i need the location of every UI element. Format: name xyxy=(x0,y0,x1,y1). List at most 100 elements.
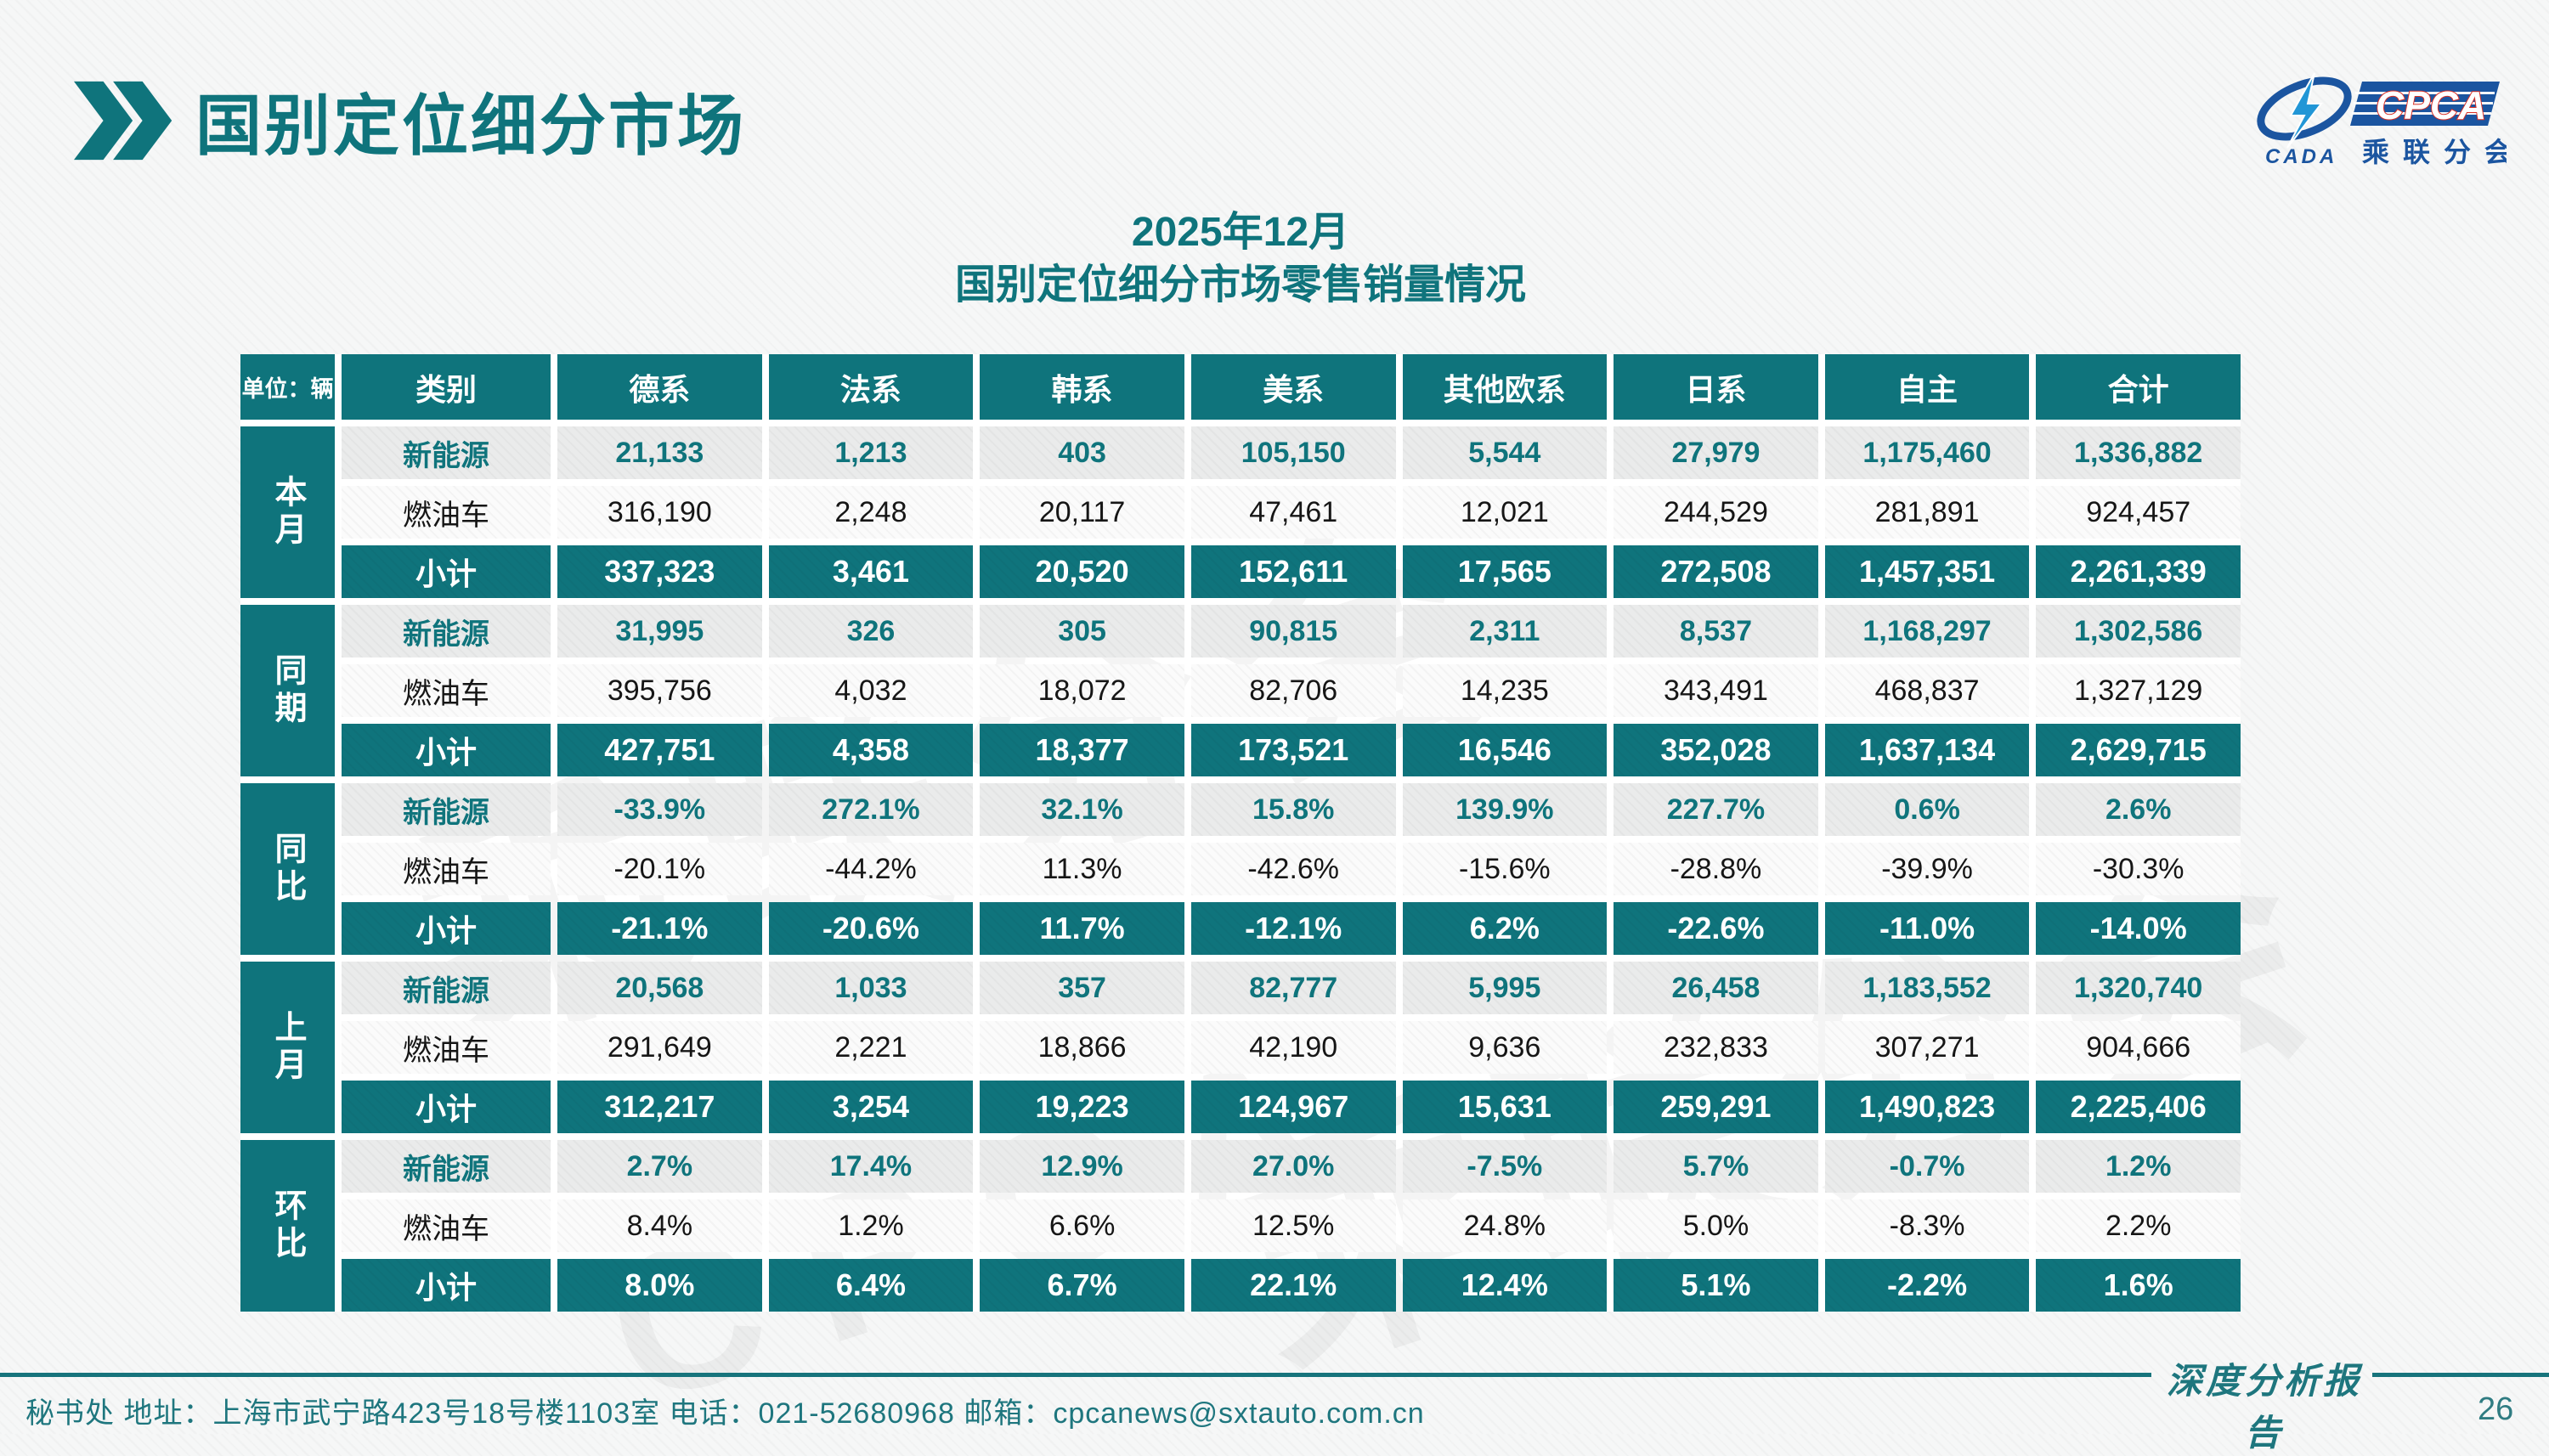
cada-swoosh-icon xyxy=(2257,72,2352,149)
data-cell: 12.5% xyxy=(1190,1199,1396,1252)
footer-divider xyxy=(0,1373,2151,1377)
data-cell: 1.2% xyxy=(768,1199,974,1252)
data-cell: 14,235 xyxy=(1402,664,1608,717)
data-cell: 2,629,715 xyxy=(2036,724,2241,776)
data-cell: 272,508 xyxy=(1614,545,1818,598)
data-cell: 173,521 xyxy=(1190,724,1396,776)
row-group-label-4: 上月 xyxy=(240,962,335,1133)
data-cell: 2,311 xyxy=(1402,605,1608,657)
report-type-label: 深度分析报告 xyxy=(2166,1363,2362,1453)
row-label: 小计 xyxy=(342,724,551,776)
column-header-1: 类别 xyxy=(342,354,551,420)
data-cell: 352,028 xyxy=(1614,724,1818,776)
data-cell: -21.1% xyxy=(557,902,762,955)
cpca-flag: CPCA xyxy=(2350,82,2500,128)
data-cell: -28.8% xyxy=(1614,843,1818,895)
data-cell: 1,457,351 xyxy=(1824,545,2030,598)
row-label: 新能源 xyxy=(342,1140,551,1193)
data-cell: 337,323 xyxy=(557,545,762,598)
data-cell: 9,636 xyxy=(1402,1021,1608,1074)
data-cell: 18,377 xyxy=(980,724,1184,776)
data-cell: 8,537 xyxy=(1614,605,1818,657)
data-cell: 47,461 xyxy=(1190,486,1396,539)
data-cell: 232,833 xyxy=(1614,1021,1818,1074)
unit-label: 单位：辆 xyxy=(240,354,335,420)
data-cell: -22.6% xyxy=(1614,902,1818,955)
data-cell: 27.0% xyxy=(1190,1140,1396,1193)
data-cell: 1,637,134 xyxy=(1824,724,2030,776)
row-label: 小计 xyxy=(342,1081,551,1133)
data-cell: 1,302,586 xyxy=(2036,605,2241,657)
row-label: 燃油车 xyxy=(342,843,551,895)
data-cell: 1,320,740 xyxy=(2036,962,2241,1014)
table-title-line1: 2025年12月 xyxy=(1131,210,1350,255)
data-cell: 1,183,552 xyxy=(1824,962,2030,1014)
data-cell: 152,611 xyxy=(1190,545,1396,598)
data-cell: 17.4% xyxy=(768,1140,974,1193)
data-cell: 8.4% xyxy=(557,1199,762,1252)
data-cell: -15.6% xyxy=(1402,843,1608,895)
row-label: 新能源 xyxy=(342,783,551,836)
page-header: 国别定位细分市场 xyxy=(72,73,746,168)
data-cell: -20.1% xyxy=(557,843,762,895)
column-header-3: 法系 xyxy=(768,354,974,420)
data-cell: 312,217 xyxy=(557,1081,762,1133)
data-cell: 2.6% xyxy=(2036,783,2241,836)
data-cell: 12.4% xyxy=(1402,1259,1608,1312)
cpca-text: CPCA xyxy=(2376,83,2486,127)
data-cell: 124,967 xyxy=(1190,1081,1396,1133)
data-cell: 27,979 xyxy=(1614,426,1818,479)
data-cell: 2.2% xyxy=(2036,1199,2241,1252)
row-label: 燃油车 xyxy=(342,664,551,717)
data-cell: 8.0% xyxy=(557,1259,762,1312)
data-cell: 307,271 xyxy=(1824,1021,2030,1074)
page-title: 国别定位细分市场 xyxy=(195,88,747,163)
data-cell: 6.2% xyxy=(1402,902,1608,955)
data-cell: 5.0% xyxy=(1614,1199,1818,1252)
double-chevron-icon xyxy=(74,81,172,161)
data-cell: 5.7% xyxy=(1614,1140,1818,1193)
data-cell: 32.1% xyxy=(980,783,1184,836)
table-title: 2025年12月 国别定位细分市场零售销量情况 xyxy=(240,206,2241,312)
data-cell: 2,261,339 xyxy=(2036,545,2241,598)
data-cell: 31,995 xyxy=(557,605,762,657)
data-cell: 291,649 xyxy=(557,1021,762,1074)
data-cell: 24.8% xyxy=(1402,1199,1608,1252)
data-cell: -42.6% xyxy=(1190,843,1396,895)
data-cell: 305 xyxy=(980,605,1184,657)
data-cell: 2,225,406 xyxy=(2036,1081,2241,1133)
page-number: 26 xyxy=(2478,1391,2514,1427)
data-cell: 6.6% xyxy=(980,1199,1184,1252)
data-cell: 82,777 xyxy=(1190,962,1396,1014)
data-cell: 20,117 xyxy=(980,486,1184,539)
data-cell: 281,891 xyxy=(1824,486,2030,539)
data-cell: 15.8% xyxy=(1190,783,1396,836)
data-cell: 1,490,823 xyxy=(1824,1081,2030,1133)
column-header-6: 其他欧系 xyxy=(1402,354,1608,420)
data-cell: 11.7% xyxy=(980,902,1184,955)
data-cell: 3,254 xyxy=(768,1081,974,1133)
data-cell: 227.7% xyxy=(1614,783,1818,836)
data-cell: 1,033 xyxy=(768,962,974,1014)
data-cell: -2.2% xyxy=(1824,1259,2030,1312)
data-cell: 18,866 xyxy=(980,1021,1184,1074)
data-cell: 2,248 xyxy=(768,486,974,539)
data-cell: -14.0% xyxy=(2036,902,2241,955)
cada-text: CADA xyxy=(2265,145,2337,168)
data-cell: -44.2% xyxy=(768,843,974,895)
data-cell: 2.7% xyxy=(557,1140,762,1193)
column-header-2: 德系 xyxy=(557,354,762,420)
data-cell: 468,837 xyxy=(1824,664,2030,717)
data-cell: 3,461 xyxy=(768,545,974,598)
row-label: 新能源 xyxy=(342,962,551,1014)
data-cell: -12.1% xyxy=(1190,902,1396,955)
data-cell: 427,751 xyxy=(557,724,762,776)
row-label: 小计 xyxy=(342,902,551,955)
data-cell: 5,995 xyxy=(1402,962,1608,1014)
data-cell: 1.2% xyxy=(2036,1140,2241,1193)
table-title-line2: 国别定位细分市场零售销量情况 xyxy=(954,262,1526,308)
data-cell: 12,021 xyxy=(1402,486,1608,539)
row-label: 小计 xyxy=(342,545,551,598)
data-cell: 0.6% xyxy=(1824,783,2030,836)
data-cell: 11.3% xyxy=(980,843,1184,895)
